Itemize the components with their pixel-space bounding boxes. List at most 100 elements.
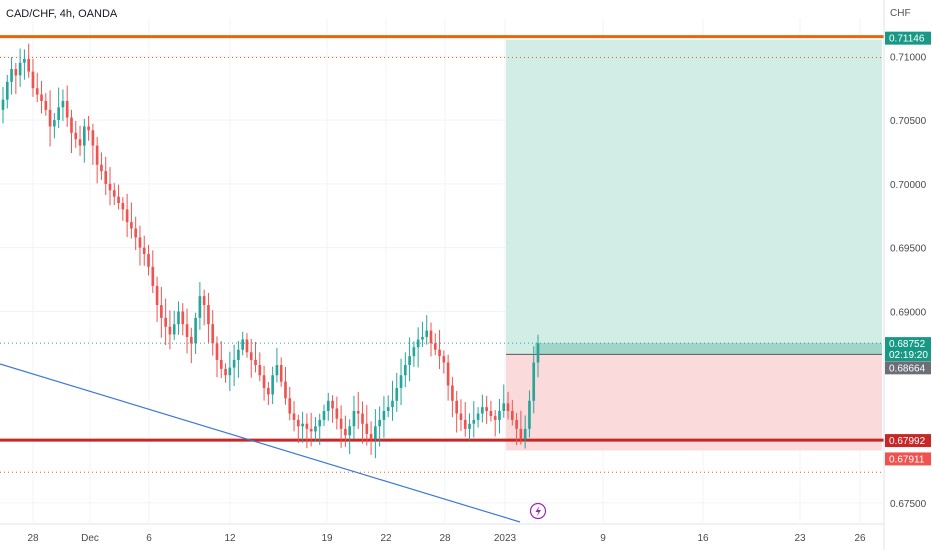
candle-body (100, 164, 103, 172)
candle-body (442, 356, 446, 363)
candle-body (160, 305, 163, 318)
candle-body (463, 419, 467, 429)
candle-body (207, 305, 210, 325)
candle-body (108, 183, 112, 191)
candle-body (301, 423, 304, 427)
candle-body (44, 100, 48, 110)
support-price-label: 0.67992 (889, 436, 926, 447)
loss-zone (506, 354, 882, 451)
candle-body (489, 410, 493, 417)
candle-body (245, 339, 249, 353)
candle-body (305, 423, 309, 429)
x-tick-label: 9 (600, 533, 606, 544)
price-levels (0, 35, 884, 523)
candle-body (296, 419, 300, 427)
candle-body (446, 362, 450, 386)
countdown-label: 02:19:20 (889, 350, 928, 361)
candle-body (125, 209, 129, 223)
candle-body (468, 423, 471, 429)
candle-body (10, 69, 13, 82)
candle-body (391, 400, 394, 408)
candle-body (365, 423, 369, 434)
candle-body (23, 58, 26, 63)
candle-body (181, 311, 185, 325)
x-tick-label: 19 (321, 533, 333, 544)
candle-body (65, 100, 69, 118)
candle-body (237, 349, 240, 360)
current-price-badge (885, 337, 931, 362)
candle-body (202, 296, 206, 306)
candle-body (172, 324, 176, 335)
candle-body (374, 426, 377, 440)
candle-body (331, 400, 334, 409)
support-price-badge (885, 434, 931, 448)
candle-body (82, 126, 86, 146)
candle-body (211, 324, 215, 344)
candle-body (399, 375, 403, 389)
candle-body (433, 343, 437, 350)
candle-body (121, 203, 125, 210)
x-tick-label: 28 (27, 533, 39, 544)
x-tick-label: 16 (697, 533, 709, 544)
candle-body (78, 139, 82, 146)
candle-body (228, 367, 232, 376)
candle-body (356, 410, 360, 414)
candle-body (241, 339, 245, 350)
candle-body (498, 410, 501, 420)
x-tick-label: 6 (146, 533, 152, 544)
resistance-price-badge (885, 31, 931, 45)
candle-body (506, 403, 510, 411)
candle-body (232, 359, 236, 368)
candle-body (429, 330, 433, 344)
candle-body (408, 356, 411, 366)
candles (1, 43, 540, 459)
candle-body (309, 428, 313, 432)
candle-body (254, 359, 257, 366)
x-tick-label: 12 (224, 533, 236, 544)
candle-body (476, 413, 480, 420)
candle-body (95, 145, 99, 165)
candle-body (292, 413, 296, 420)
candle-body (528, 400, 531, 429)
y-tick-label: 0.69000 (890, 307, 927, 318)
candle-body (275, 365, 279, 376)
candle-body (112, 190, 116, 197)
candle-body (142, 247, 146, 255)
y-tick-label: 0.70000 (890, 180, 927, 191)
candle-body (164, 317, 167, 327)
current-price-label: 0.68752 (889, 339, 926, 350)
trendline (0, 363, 521, 523)
x-tick-label: 22 (380, 533, 392, 544)
candle-body (326, 400, 330, 411)
candle-body (224, 368, 227, 376)
candle-body (48, 109, 52, 127)
candle-body (322, 410, 326, 420)
candle-body (523, 428, 527, 440)
x-tick-label: 28 (439, 533, 451, 544)
candle-body (288, 398, 292, 414)
candle-body (35, 88, 39, 95)
candle-body (151, 266, 155, 286)
candle-body (481, 407, 484, 414)
candle-body (425, 330, 429, 337)
candle-body (130, 222, 133, 229)
candle-body (91, 130, 95, 146)
candle-body (117, 196, 120, 204)
candle-body (194, 317, 197, 344)
candle-body (382, 410, 386, 420)
candle-body (472, 419, 476, 424)
candle-body (138, 237, 142, 248)
candle-body (314, 426, 317, 432)
candle-body (198, 296, 202, 318)
candle-body (532, 362, 536, 401)
profit-zone (506, 39, 882, 355)
candle-body (168, 326, 172, 335)
candle-body (185, 324, 189, 337)
candle-body (378, 419, 381, 427)
candle-body (416, 339, 420, 348)
candle-body (57, 107, 60, 121)
candle-body (53, 120, 56, 127)
